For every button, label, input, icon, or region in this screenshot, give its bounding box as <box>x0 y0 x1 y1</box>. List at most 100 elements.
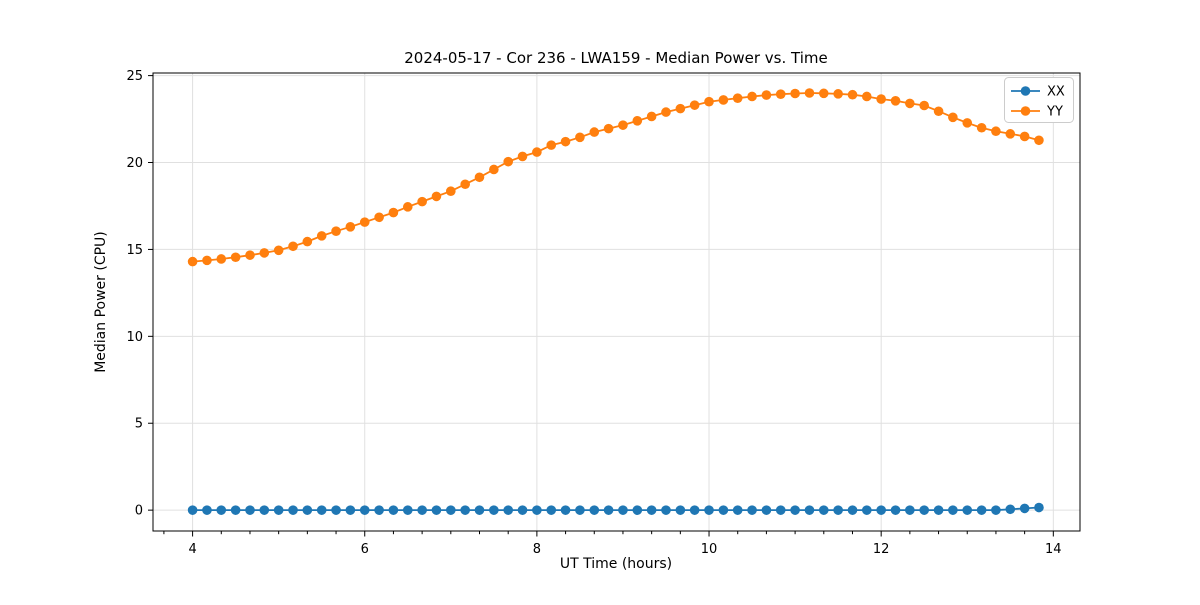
series-layer <box>187 88 1044 515</box>
x-tick-label: 8 <box>533 542 541 557</box>
data-point-xx <box>474 505 485 515</box>
data-point-yy <box>675 103 686 114</box>
data-point-xx <box>359 505 370 515</box>
data-point-xx <box>847 505 858 515</box>
data-point-xx <box>919 505 930 515</box>
data-point-yy <box>933 106 944 117</box>
data-point-yy <box>259 248 270 258</box>
data-point-xx <box>331 505 341 515</box>
data-point-yy <box>861 91 872 102</box>
data-point-xx <box>589 505 600 515</box>
data-point-yy <box>273 245 284 256</box>
data-point-yy <box>374 212 384 223</box>
data-point-yy <box>402 202 413 212</box>
data-point-yy <box>388 207 399 218</box>
data-point-xx <box>675 505 686 515</box>
data-point-yy <box>417 196 427 207</box>
data-point-xx <box>431 505 442 515</box>
y-tick-label: 5 <box>135 417 143 432</box>
data-point-xx <box>689 505 700 515</box>
data-point-xx <box>775 505 786 515</box>
data-point-xx <box>933 505 944 515</box>
data-point-yy <box>446 186 456 196</box>
data-point-yy <box>661 107 671 117</box>
legend-label-yy: YY <box>1046 105 1063 120</box>
y-tick-label: 0 <box>135 504 143 519</box>
data-point-xx <box>446 505 456 515</box>
data-point-xx <box>976 505 987 515</box>
data-point-yy <box>976 122 987 133</box>
data-point-xx <box>230 505 241 515</box>
x-axis-label: UT Time (hours) <box>560 556 672 572</box>
data-point-yy <box>489 164 499 175</box>
data-point-xx <box>575 505 585 515</box>
data-point-yy <box>1005 129 1016 139</box>
data-point-yy <box>546 140 557 150</box>
data-point-xx <box>532 505 542 515</box>
data-point-xx <box>804 505 815 515</box>
legend: XX YY <box>1004 77 1074 123</box>
y-tick-label: 15 <box>126 243 143 258</box>
tick-layer: 0 5 10 15 20 25 4 6 8 10 12 14 <box>126 69 1061 557</box>
data-point-xx <box>302 505 313 515</box>
data-point-yy <box>618 120 628 130</box>
data-point-yy <box>948 112 958 123</box>
data-point-yy <box>646 111 657 122</box>
data-point-yy <box>790 88 800 99</box>
data-point-xx <box>718 505 729 515</box>
data-point-yy <box>345 222 356 232</box>
data-point-yy <box>589 127 600 137</box>
data-point-xx <box>345 505 356 515</box>
data-point-yy <box>202 255 212 266</box>
data-point-xx <box>948 505 958 515</box>
data-point-xx <box>1019 503 1030 514</box>
y-tick-label: 20 <box>126 156 143 171</box>
data-point-yy <box>517 151 528 162</box>
data-point-xx <box>402 505 413 515</box>
data-point-yy <box>704 96 714 107</box>
data-point-yy <box>689 100 700 110</box>
data-point-yy <box>245 250 255 260</box>
data-point-yy <box>431 191 442 202</box>
x-tick-label: 12 <box>873 542 890 557</box>
x-tick-label: 4 <box>188 542 196 557</box>
data-point-xx <box>517 505 528 515</box>
data-point-xx <box>905 505 915 515</box>
data-point-xx <box>618 505 628 515</box>
data-point-yy <box>474 172 485 183</box>
data-point-xx <box>732 505 743 515</box>
data-point-xx <box>876 505 886 515</box>
data-point-yy <box>532 147 542 157</box>
data-point-xx <box>560 505 571 515</box>
data-point-yy <box>818 88 829 99</box>
data-point-xx <box>216 505 227 515</box>
data-point-yy <box>962 118 973 128</box>
data-point-xx <box>417 505 427 515</box>
data-point-xx <box>632 505 643 515</box>
data-point-yy <box>905 98 915 109</box>
legend-entry-xx: XX <box>1011 85 1065 100</box>
data-point-yy <box>747 91 757 102</box>
legend-label-xx: XX <box>1047 85 1065 100</box>
data-point-yy <box>288 241 298 252</box>
y-axis-label: Median Power (CPU) <box>93 231 109 373</box>
data-point-yy <box>761 90 772 100</box>
data-point-yy <box>718 95 729 105</box>
data-point-xx <box>288 505 298 515</box>
data-point-xx <box>761 505 772 515</box>
data-point-yy <box>460 179 470 190</box>
chart-title: 2024-05-17 - Cor 236 - LWA159 - Median P… <box>404 49 828 67</box>
data-point-xx <box>861 505 872 515</box>
data-point-yy <box>919 100 930 111</box>
data-point-yy <box>1019 131 1030 142</box>
data-point-xx <box>818 505 829 515</box>
data-point-xx <box>704 505 714 515</box>
data-point-yy <box>316 231 327 241</box>
data-point-xx <box>646 505 657 515</box>
data-point-yy <box>632 115 643 126</box>
data-point-yy <box>804 88 815 98</box>
data-point-xx <box>245 505 255 515</box>
data-point-xx <box>991 505 1001 515</box>
